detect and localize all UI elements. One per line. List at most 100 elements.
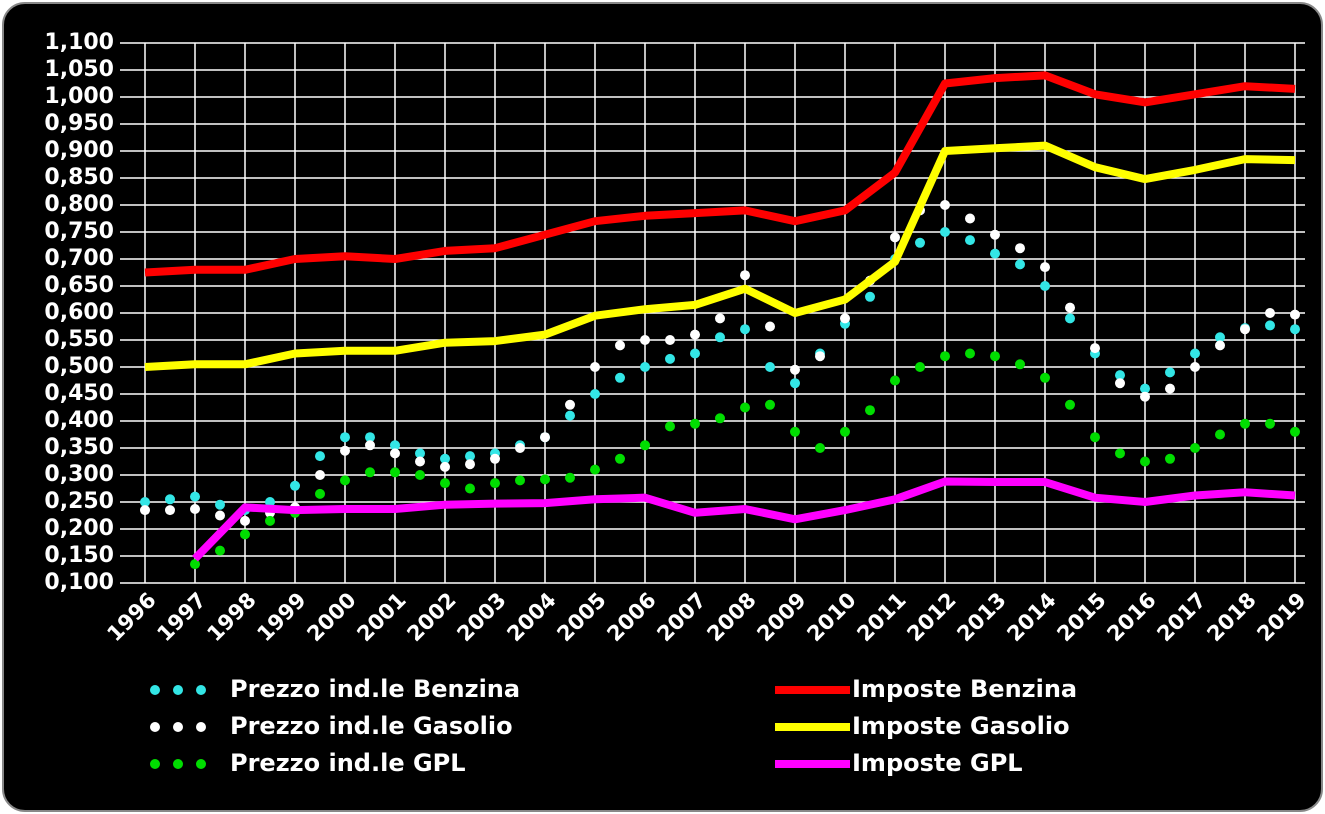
data-point — [715, 332, 725, 343]
y-tick-label: 0,400 — [44, 408, 114, 433]
data-point — [315, 451, 325, 462]
data-point — [840, 313, 850, 324]
data-point — [590, 362, 600, 372]
data-point — [1115, 378, 1125, 389]
legend-label: Prezzo ind.le Gasolio — [230, 712, 513, 740]
data-point — [640, 335, 650, 345]
y-tick-label: 0,800 — [44, 192, 114, 217]
data-point — [240, 515, 250, 526]
data-point — [590, 464, 600, 475]
data-point — [440, 461, 450, 472]
data-point — [415, 448, 425, 459]
y-tick-label: 0,200 — [44, 516, 114, 541]
data-point — [290, 480, 300, 491]
data-point — [1290, 426, 1300, 437]
data-point — [365, 432, 375, 443]
series-line — [144, 71, 1296, 277]
data-point — [1015, 359, 1025, 370]
data-point — [640, 362, 650, 372]
data-point — [1190, 362, 1200, 372]
data-point — [615, 340, 625, 351]
data-point — [1265, 418, 1275, 429]
y-tick-label: 0,750 — [44, 219, 114, 244]
data-point — [540, 474, 550, 485]
data-point — [1040, 281, 1050, 291]
data-point — [740, 270, 750, 281]
data-point — [465, 451, 475, 462]
data-point — [215, 499, 225, 510]
data-point — [1240, 418, 1250, 429]
series-line — [144, 141, 1296, 371]
y-tick-label: 0,650 — [44, 273, 114, 298]
data-point — [1140, 391, 1150, 402]
y-tick-label: 0,700 — [44, 246, 114, 271]
legend-marker — [173, 685, 183, 695]
y-tick-label: 0,950 — [44, 111, 114, 136]
legend-marker — [196, 759, 206, 769]
data-point — [615, 453, 625, 464]
data-point — [440, 453, 450, 464]
data-point — [540, 432, 550, 443]
y-tick-label: 0,250 — [44, 489, 114, 514]
y-tick-label: 0,350 — [44, 435, 114, 460]
data-point — [740, 402, 750, 413]
data-point — [215, 510, 225, 521]
legend-marker — [150, 722, 160, 732]
y-tick-label: 0,100 — [44, 570, 114, 595]
data-point — [1290, 324, 1300, 335]
data-point — [340, 475, 350, 486]
data-point — [1115, 448, 1125, 459]
legend-marker — [150, 759, 160, 769]
y-tick-label: 0,900 — [44, 138, 114, 163]
data-point — [315, 470, 325, 480]
y-tick-label: 0,550 — [44, 327, 114, 352]
data-point — [665, 421, 675, 432]
data-point — [1265, 308, 1275, 318]
data-point — [965, 235, 975, 246]
data-point — [1040, 372, 1050, 383]
data-point — [965, 213, 975, 224]
data-point — [1065, 399, 1075, 410]
data-point — [1165, 383, 1175, 394]
data-point — [565, 410, 575, 421]
data-point — [990, 229, 1000, 240]
data-point — [865, 405, 875, 416]
data-point — [1140, 383, 1150, 394]
data-point — [615, 372, 625, 383]
y-tick-label: 1,050 — [44, 57, 114, 82]
data-point — [1090, 343, 1100, 354]
data-point — [590, 389, 600, 399]
data-point — [390, 448, 400, 459]
data-point — [365, 467, 375, 478]
legend-label: Imposte GPL — [852, 749, 1023, 777]
data-point — [1290, 309, 1300, 320]
legend-label: Imposte Gasolio — [852, 712, 1070, 740]
legend-marker — [196, 722, 206, 732]
legend-label: Prezzo ind.le Benzina — [230, 675, 520, 703]
data-point — [265, 497, 275, 507]
legend-marker — [196, 685, 206, 695]
data-point — [1015, 259, 1025, 270]
data-point — [1215, 340, 1225, 351]
y-tick-label: 1,100 — [44, 30, 114, 55]
data-point — [465, 459, 475, 470]
data-point — [265, 515, 275, 526]
data-point — [1165, 453, 1175, 464]
data-point — [340, 445, 350, 456]
legend-marker — [150, 685, 160, 695]
data-point — [1115, 370, 1125, 381]
data-point — [890, 375, 900, 386]
data-point — [240, 529, 250, 540]
data-point — [865, 291, 875, 302]
data-point — [515, 475, 525, 486]
data-point — [190, 491, 200, 502]
data-point — [340, 432, 350, 443]
data-point — [440, 478, 450, 489]
data-point — [390, 467, 400, 478]
legend-label: Prezzo ind.le GPL — [230, 749, 466, 777]
data-point — [665, 335, 675, 345]
data-point — [215, 545, 225, 556]
data-point — [1265, 320, 1275, 331]
data-point — [915, 362, 925, 372]
